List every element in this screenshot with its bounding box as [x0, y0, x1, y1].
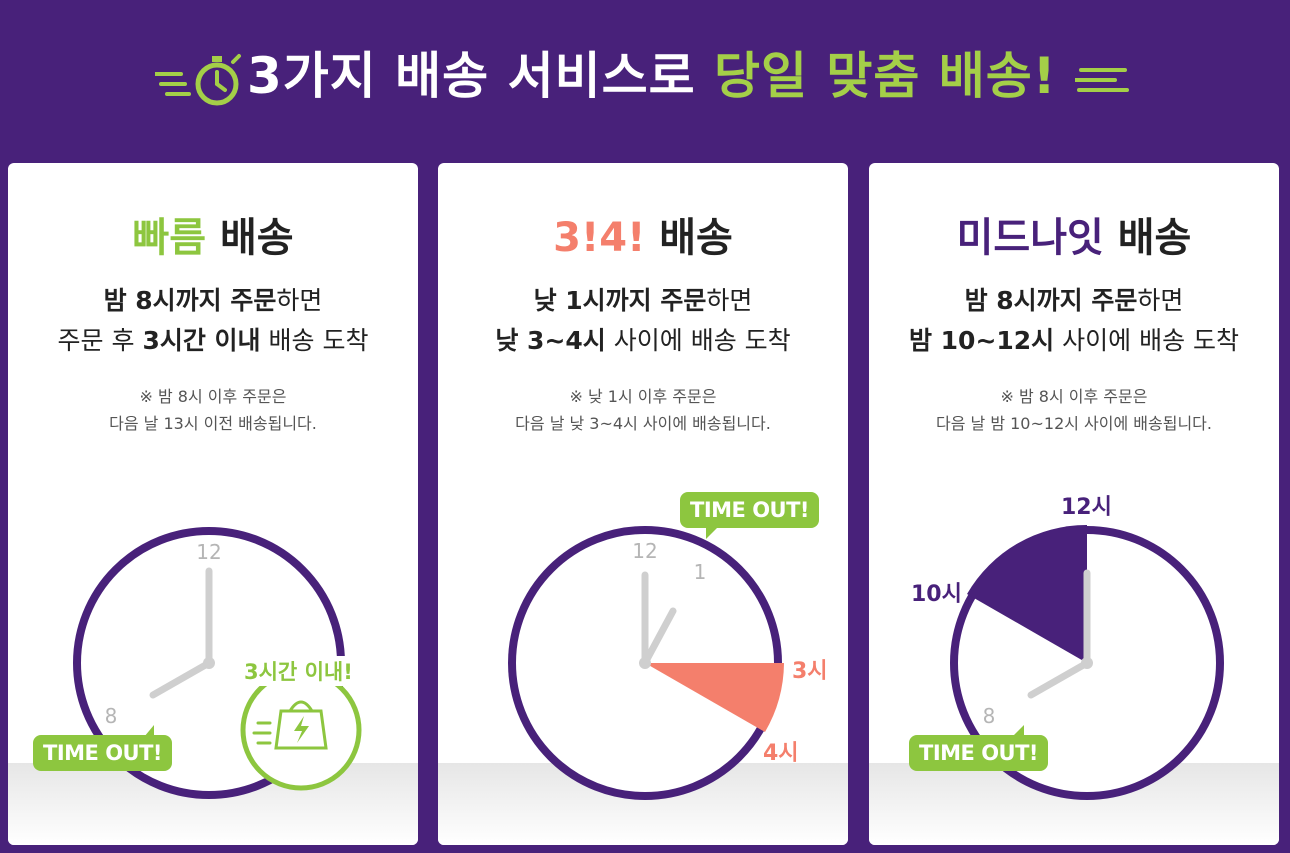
card-description: 밤 8시까지 주문하면 밤 10~12시 사이에 배송 도착 [869, 281, 1279, 361]
desc-text: 배송 도착 [260, 326, 369, 355]
label-12am: 12시 [1061, 495, 1112, 520]
time-out-bubble: TIME OUT! [680, 492, 819, 539]
desc-text: 하면 [706, 286, 753, 315]
note-line: 다음 날 13시 이전 배송됩니다. [109, 414, 317, 433]
clock-center [1081, 657, 1093, 669]
clock-hour-hand [641, 607, 677, 667]
midnight-delivery-card: 미드나잇 배송 밤 8시까지 주문하면 밤 10~12시 사이에 배송 도착 ※… [869, 163, 1279, 845]
card-note: ※ 밤 8시 이후 주문은 다음 날 밤 10~12시 사이에 배송됩니다. [869, 383, 1279, 437]
speed-lines-icon [1073, 67, 1130, 92]
clock-center [203, 657, 215, 669]
clock-number-8: 8 [105, 704, 118, 728]
card-note: ※ 밤 8시 이후 주문은 다음 날 13시 이전 배송됩니다. [8, 383, 418, 437]
desc-text: 주문 후 [57, 326, 143, 355]
desc-bold: 낮 3~4시 [495, 326, 606, 355]
desc-text: 사이에 배송 도착 [605, 326, 791, 355]
clock-illustration: 12 1 [508, 526, 784, 800]
desc-text: 하면 [276, 286, 323, 315]
clock-center [639, 657, 651, 669]
card-title-rest: 배송 [645, 215, 733, 261]
time-out-bubble: TIME OUT! [33, 725, 172, 771]
title-plain: 3가지 배송 서비스로 [246, 47, 714, 105]
label-4pm: 4시 [763, 741, 799, 766]
page-header: 3가지 배송 서비스로 당일 맞춤 배송! [0, 0, 1290, 150]
title-accent: 당일 맞춤 배송! [713, 47, 1057, 105]
desc-bold: 3시간 이내 [142, 326, 261, 355]
clock-hour-hand [1027, 659, 1091, 699]
delivery-window-sector [645, 663, 784, 732]
fast-delivery-card: 빠름 배송 밤 8시까지 주문하면 주문 후 3시간 이내 배송 도착 ※ 밤 … [8, 163, 418, 845]
time-out-bubble: TIME OUT! [909, 725, 1048, 771]
clock-number-12: 12 [196, 540, 221, 564]
label-10pm: 10시 [911, 582, 962, 607]
card-title: 미드나잇 배송 [869, 205, 1279, 263]
clock-number-8: 8 [983, 704, 996, 728]
card-note: ※ 낮 1시 이후 주문은 다음 날 낮 3~4시 사이에 배송됩니다. [438, 383, 848, 437]
clock-hour-hand [149, 659, 213, 699]
card-title: 3!4! 배송 [438, 205, 848, 263]
card-title-accent: 빠름 [132, 215, 207, 261]
label-3pm: 3시 [792, 659, 828, 684]
card-description: 낮 1시까지 주문하면 낮 3~4시 사이에 배송 도착 [438, 281, 848, 361]
stopwatch-icon [152, 53, 241, 105]
note-line: 다음 날 밤 10~12시 사이에 배송됩니다. [935, 414, 1212, 433]
card-title-rest: 배송 [1103, 215, 1192, 261]
desc-bold: 밤 8시까지 주문 [964, 286, 1138, 315]
page-title: 3가지 배송 서비스로 당일 맞춤 배송! [0, 36, 1290, 108]
desc-text: 사이에 배송 도착 [1054, 326, 1240, 355]
desc-bold: 낮 1시까지 주문 [533, 286, 707, 315]
34-delivery-card: 3!4! 배송 낮 1시까지 주문하면 낮 3~4시 사이에 배송 도착 ※ 낮… [438, 163, 848, 845]
note-line: 다음 날 낮 3~4시 사이에 배송됩니다. [515, 414, 771, 433]
card-title-accent: 3!4! [553, 215, 646, 261]
clock-number-1: 1 [694, 560, 707, 584]
badge-label: 3시간 이내! [240, 656, 357, 686]
note-line: ※ 밤 8시 이후 주문은 [139, 387, 287, 406]
desc-text: 하면 [1137, 286, 1184, 315]
card-title-rest: 배송 [206, 215, 294, 261]
desc-bold: 밤 10~12시 [908, 326, 1055, 355]
shopping-bag-lightning-icon [252, 700, 328, 750]
note-line: ※ 밤 8시 이후 주문은 [1000, 387, 1148, 406]
card-title-accent: 미드나잇 [956, 215, 1104, 261]
desc-bold: 밤 8시까지 주문 [103, 286, 277, 315]
clock-number-12: 12 [632, 539, 657, 563]
card-title: 빠름 배송 [8, 205, 418, 263]
delivery-window-sector [967, 524, 1087, 663]
note-line: ※ 낮 1시 이후 주문은 [569, 387, 717, 406]
card-description: 밤 8시까지 주문하면 주문 후 3시간 이내 배송 도착 [8, 281, 418, 361]
